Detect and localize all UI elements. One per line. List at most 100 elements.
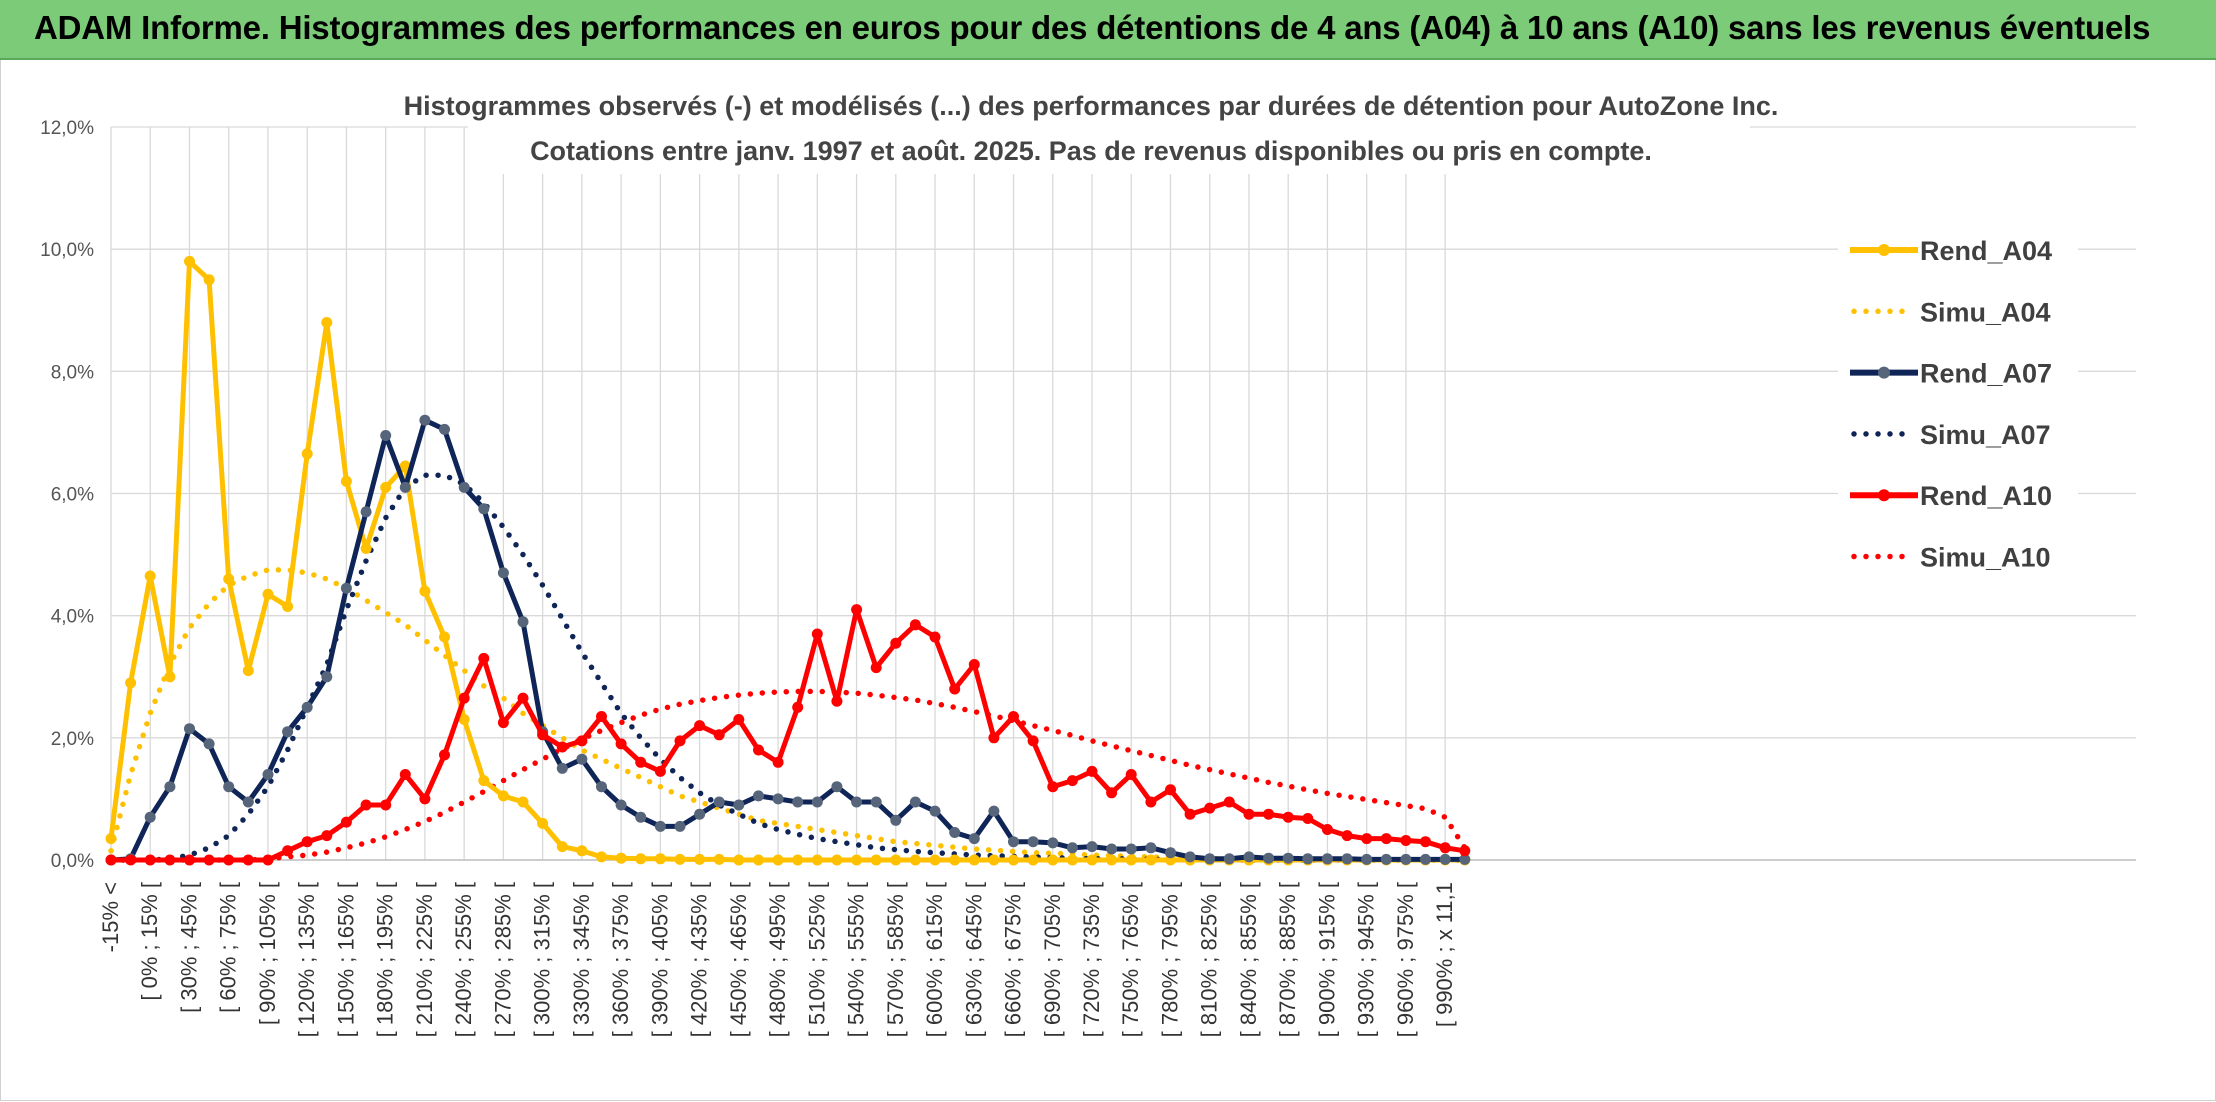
data-point [340,582,352,594]
x-tick-label: [ 990% ; x 11,1 [1432,882,1457,1027]
data-point [596,711,607,722]
legend-item-simu_a10: Simu_A10 [1851,543,2051,573]
series-line [111,607,1466,863]
data-point [1047,854,1059,866]
data-point [1125,843,1137,855]
data-point [968,854,980,866]
x-tick-label: [ 780% ; 795% [ [1157,882,1182,1037]
data-point [596,851,607,863]
data-point [694,720,706,732]
data-point [184,854,195,866]
data-point [988,732,1000,744]
data-point [909,854,921,866]
series-simu_a10 [108,688,1468,863]
data-point [890,637,902,649]
data-point [1066,842,1078,854]
x-tick-label: [ 300% ; 315% [ [530,882,555,1037]
x-tick-label: [ 630% ; 645% [ [961,882,986,1037]
data-point [988,854,1000,866]
data-point [851,854,863,866]
data-point [144,570,156,582]
x-tick-label: -15% < [98,882,123,952]
legend-item-rend_a07: Rend_A07 [1850,359,2052,389]
data-point [1223,853,1235,865]
data-point [909,619,921,631]
data-point [242,796,254,808]
data-point [478,652,490,664]
data-point [1204,802,1216,814]
x-tick-label: [ 450% ; 465% [ [726,882,751,1037]
data-point [301,448,313,460]
data-point [1106,854,1118,866]
x-tick-label: [ 660% ; 675% [ [1001,882,1026,1037]
data-point [125,854,137,866]
data-point [1302,853,1314,865]
data-point [399,460,411,472]
data-point [870,854,882,866]
data-point [1086,841,1098,853]
y-tick-label: 2,0% [51,729,94,750]
data-point [556,762,568,774]
x-tick-label: [ 60% ; 75% [ [216,882,241,1013]
legend-item-simu_a07: Simu_A07 [1851,420,2051,450]
data-point [1145,842,1157,854]
data-point [988,805,1000,817]
data-point [282,845,294,857]
legend-marker [1878,489,1890,502]
x-tick-label: [ 0% ; 15% [ [137,882,162,1001]
x-tick-label: [ 960% ; 975% [ [1393,882,1418,1037]
x-tick-label: [ 420% ; 435% [ [687,882,712,1037]
data-point [439,631,450,643]
x-tick-label: [ 480% ; 495% [ [765,882,790,1037]
data-point [576,845,588,857]
data-point [458,692,470,704]
data-point [144,811,156,823]
data-point [419,793,431,805]
data-point [125,677,137,689]
data-point [1027,836,1039,848]
x-tick-label: [ 930% ; 945% [ [1354,882,1379,1037]
data-point [1008,854,1019,866]
x-tick-label: [ 690% ; 705% [ [1040,882,1065,1037]
data-point [184,723,195,735]
chart-legend: Rend_A04 Simu_A04 Rend_A07 Simu_A07 Rend_A10… [1838,220,2078,580]
data-point [340,816,352,828]
x-tick-label: [ 30% ; 45% [ [176,882,201,1013]
data-point [1341,830,1353,842]
data-point [1165,784,1176,796]
data-point [399,481,411,493]
data-point [576,753,588,765]
data-point [968,833,980,845]
legend-item-simu_a04: Simu_A04 [1851,297,2051,327]
data-point [1008,711,1019,722]
data-point [654,820,666,832]
data-point [635,853,647,865]
y-tick-label: 12,0% [40,118,94,139]
legend-item-rend_a04: Rend_A04 [1850,236,2052,266]
data-point [1066,775,1078,787]
data-point [1420,836,1431,848]
x-tick-label: [ 600% ; 615% [ [922,882,947,1037]
data-point [458,714,470,725]
data-point [831,854,843,866]
report-banner: ADAM Informe. Histogrammes des performan… [0,0,2216,60]
chart-series [105,255,1471,866]
data-point [1459,845,1471,857]
data-point [1066,854,1078,866]
chart-title: Histogrammes observés (-) et modélisés (… [404,91,1779,121]
data-point [713,796,725,808]
data-point [223,573,235,585]
data-point [929,631,941,643]
data-point [851,796,863,808]
data-point [105,833,117,845]
legend-label: Simu_A07 [1920,420,2051,450]
data-point [870,796,882,808]
data-point [831,695,843,707]
data-point [380,430,392,441]
data-point [184,255,195,267]
y-axis: 0,0% 2,0% 4,0% 6,0% 8,0% 10,0% 12,0% [40,118,94,872]
legend-label: Rend_A07 [1920,359,2052,389]
data-point [733,854,745,866]
data-point [1361,853,1373,865]
